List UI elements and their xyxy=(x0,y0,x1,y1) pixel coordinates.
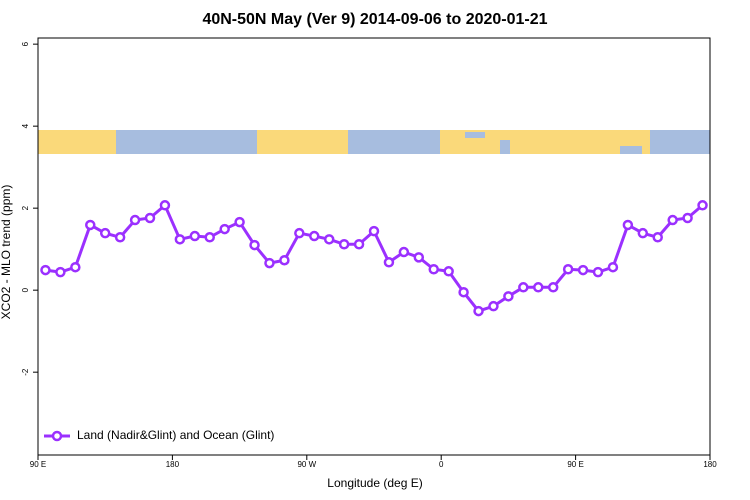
x-tick-label: 90 W xyxy=(297,460,316,469)
y-tick-label: 0 xyxy=(21,287,30,292)
data-point xyxy=(443,266,454,277)
chart-title: 40N-50N May (Ver 9) 2014-09-06 to 2020-0… xyxy=(202,11,547,28)
data-point xyxy=(144,212,156,224)
data-point xyxy=(473,305,484,317)
y-tick-label: 2 xyxy=(21,205,30,210)
data-point xyxy=(368,225,380,237)
data-point xyxy=(518,282,529,293)
data-point xyxy=(70,261,81,273)
x-tick-label: 180 xyxy=(703,460,717,469)
data-point xyxy=(577,264,589,276)
data-point xyxy=(428,264,439,275)
x-tick-label: 0 xyxy=(439,460,444,469)
y-tick-label: 4 xyxy=(21,123,30,128)
data-point xyxy=(294,227,305,239)
data-point xyxy=(264,257,275,269)
data-point xyxy=(204,232,215,243)
data-point xyxy=(697,200,708,211)
data-point xyxy=(40,264,51,276)
x-tick-label: 90 E xyxy=(30,460,46,469)
plot-frame xyxy=(37,37,711,456)
data-point xyxy=(129,214,141,226)
data-point xyxy=(667,214,678,226)
data-point xyxy=(547,282,559,293)
data-point xyxy=(622,219,634,231)
data-point xyxy=(114,232,126,243)
x-tick-label: 180 xyxy=(166,460,180,469)
data-point xyxy=(234,216,245,228)
y-axis-label: XCO2 - MLO trend (ppm) xyxy=(0,185,13,320)
data-point xyxy=(99,227,111,239)
y-tick-label: -2 xyxy=(21,368,30,376)
data-point xyxy=(398,246,410,258)
y-tick-label: 6 xyxy=(21,41,30,46)
data-point xyxy=(55,266,66,278)
legend-marker xyxy=(51,430,63,442)
x-axis-label: Longitude (deg E) xyxy=(327,476,422,490)
data-point xyxy=(219,223,230,235)
map-strip xyxy=(38,130,710,154)
data-point xyxy=(413,252,425,263)
data-point xyxy=(503,291,514,302)
data-point xyxy=(682,212,693,224)
data-point xyxy=(592,266,604,278)
data-point xyxy=(533,282,544,293)
data-point xyxy=(159,200,171,211)
data-point xyxy=(309,230,320,242)
data-point xyxy=(637,227,649,239)
x-tick-label: 90 E xyxy=(567,460,583,469)
data-point xyxy=(174,234,186,245)
data-point xyxy=(249,239,260,251)
data-point xyxy=(652,232,663,243)
data-point xyxy=(562,264,574,275)
data-point xyxy=(338,238,350,250)
data-point xyxy=(607,261,619,273)
data-point xyxy=(279,254,290,266)
legend-label: Land (Nadir&Glint) and Ocean (Glint) xyxy=(77,428,274,442)
data-point xyxy=(488,300,499,312)
data-point xyxy=(458,286,469,298)
data-point xyxy=(189,230,201,242)
data-point xyxy=(353,238,365,250)
series-line xyxy=(45,202,704,313)
data-point xyxy=(323,234,335,245)
data-point xyxy=(383,257,395,268)
data-point xyxy=(85,219,96,231)
